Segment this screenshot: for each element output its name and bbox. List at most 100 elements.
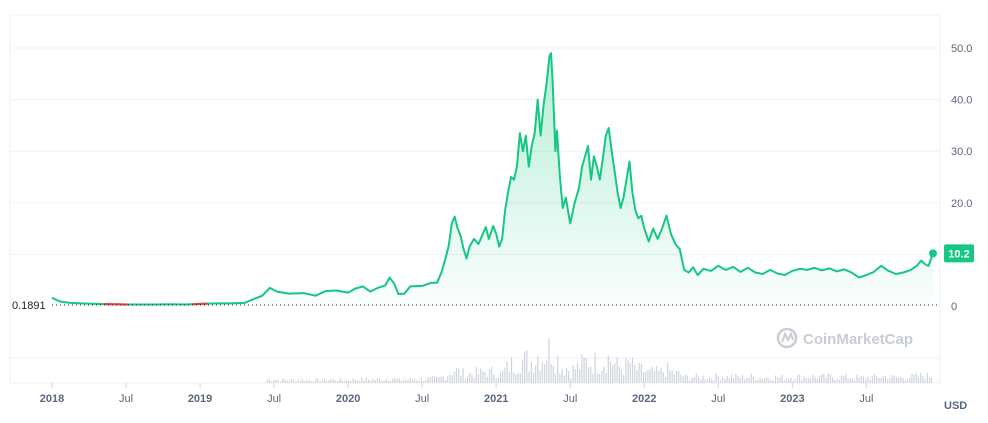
volume-bar bbox=[772, 380, 774, 383]
volume-bar bbox=[330, 379, 332, 383]
volume-bar bbox=[400, 380, 403, 383]
volume-bar bbox=[528, 371, 530, 383]
volume-bar bbox=[876, 376, 878, 383]
y-tick-label: 40.0 bbox=[951, 95, 972, 107]
volume-bar bbox=[759, 377, 761, 383]
volume-bar bbox=[466, 376, 469, 383]
volume-bar bbox=[383, 380, 385, 383]
volume-bar bbox=[755, 380, 757, 383]
volume-bar bbox=[629, 363, 631, 383]
volume-bar bbox=[620, 370, 623, 383]
volume-bar bbox=[838, 379, 840, 383]
volume-bar bbox=[337, 381, 339, 383]
volume-bar bbox=[880, 377, 882, 383]
volume-bar bbox=[794, 379, 796, 383]
volume-bar bbox=[488, 369, 491, 383]
volume-bar bbox=[766, 377, 768, 383]
volume-bar bbox=[856, 375, 858, 383]
volume-bar bbox=[374, 379, 376, 383]
volume-bar bbox=[750, 373, 752, 383]
volume-bar bbox=[548, 338, 550, 383]
volume-bar bbox=[667, 362, 669, 383]
coinmarketcap-watermark: CoinMarketCap bbox=[776, 327, 913, 349]
volume-bar bbox=[576, 362, 579, 383]
volume-bar bbox=[563, 375, 565, 383]
volume-bar bbox=[356, 380, 359, 383]
volume-bar bbox=[891, 374, 893, 383]
volume-bar bbox=[321, 380, 323, 383]
volume-bar bbox=[295, 381, 297, 383]
volume-bar bbox=[477, 374, 480, 383]
volume-bar bbox=[436, 376, 438, 383]
chart-grid bbox=[9, 14, 941, 388]
volume-bar bbox=[499, 371, 502, 383]
volume-bar bbox=[392, 378, 394, 383]
volume-bar bbox=[447, 376, 449, 383]
volume-bar bbox=[367, 379, 370, 383]
volume-bar bbox=[748, 377, 750, 383]
volume-bar bbox=[638, 362, 640, 383]
volume-bar bbox=[387, 380, 389, 383]
volume-bar bbox=[416, 380, 418, 383]
volume-bar bbox=[271, 381, 273, 383]
volume-bar bbox=[757, 379, 759, 383]
volume-bar bbox=[323, 378, 326, 383]
volume-bar bbox=[539, 371, 541, 383]
x-tick-label: 2023 bbox=[780, 393, 804, 405]
x-tick-label: Jul bbox=[711, 393, 725, 405]
volume-bar bbox=[449, 374, 451, 383]
volume-bar bbox=[664, 377, 667, 383]
volume-bar bbox=[343, 380, 345, 383]
volume-bar bbox=[618, 367, 620, 383]
volume-bar bbox=[519, 373, 521, 383]
volume-bar bbox=[495, 378, 497, 383]
volume-bar bbox=[898, 377, 900, 383]
volume-bar bbox=[363, 380, 365, 383]
volume-bar bbox=[590, 367, 592, 383]
volume-bar bbox=[693, 376, 695, 383]
volume-bar bbox=[381, 380, 383, 383]
volume-bar bbox=[900, 376, 902, 383]
volume-bar bbox=[922, 376, 924, 383]
volume-bar bbox=[297, 380, 299, 383]
volume-bar bbox=[524, 351, 526, 383]
volume-bar bbox=[658, 371, 660, 383]
volume-bar bbox=[763, 378, 766, 383]
volume-bar bbox=[422, 380, 425, 383]
x-tick-label: Jul bbox=[563, 393, 577, 405]
volume-bar bbox=[704, 379, 706, 383]
volume-bar bbox=[537, 355, 539, 383]
volume-bar bbox=[348, 380, 350, 383]
volume-bar bbox=[541, 362, 543, 383]
volume-bar bbox=[814, 376, 816, 383]
volume-bar bbox=[334, 380, 337, 383]
volume-bar bbox=[812, 375, 814, 383]
volume-bar bbox=[530, 361, 532, 383]
volume-bar bbox=[931, 377, 933, 383]
volume-bar bbox=[521, 359, 524, 383]
volume-bar bbox=[656, 366, 658, 383]
volume-bar bbox=[378, 378, 381, 383]
volume-bar bbox=[427, 377, 429, 383]
volume-bar bbox=[851, 378, 854, 383]
volume-bar bbox=[438, 376, 440, 383]
volume-bar bbox=[546, 360, 548, 383]
volume-bar bbox=[284, 379, 286, 383]
volume-bar bbox=[433, 376, 436, 383]
volume-bar bbox=[279, 381, 282, 383]
volume-bar bbox=[510, 357, 513, 383]
volume-bar bbox=[803, 376, 805, 383]
volume-bar bbox=[917, 376, 920, 383]
y-tick-label: 30.0 bbox=[951, 146, 972, 158]
volume-bar bbox=[915, 373, 917, 383]
volume-bar bbox=[398, 378, 400, 383]
volume-bar bbox=[583, 357, 585, 383]
x-tick-label: Jul bbox=[119, 393, 133, 405]
volume-bar bbox=[389, 380, 392, 383]
volume-bar bbox=[832, 377, 834, 383]
volume-bar bbox=[273, 380, 275, 383]
volume-bar bbox=[728, 378, 730, 383]
volume-bar bbox=[697, 376, 700, 383]
volume-bar bbox=[464, 379, 466, 383]
volume-bar bbox=[799, 374, 801, 383]
